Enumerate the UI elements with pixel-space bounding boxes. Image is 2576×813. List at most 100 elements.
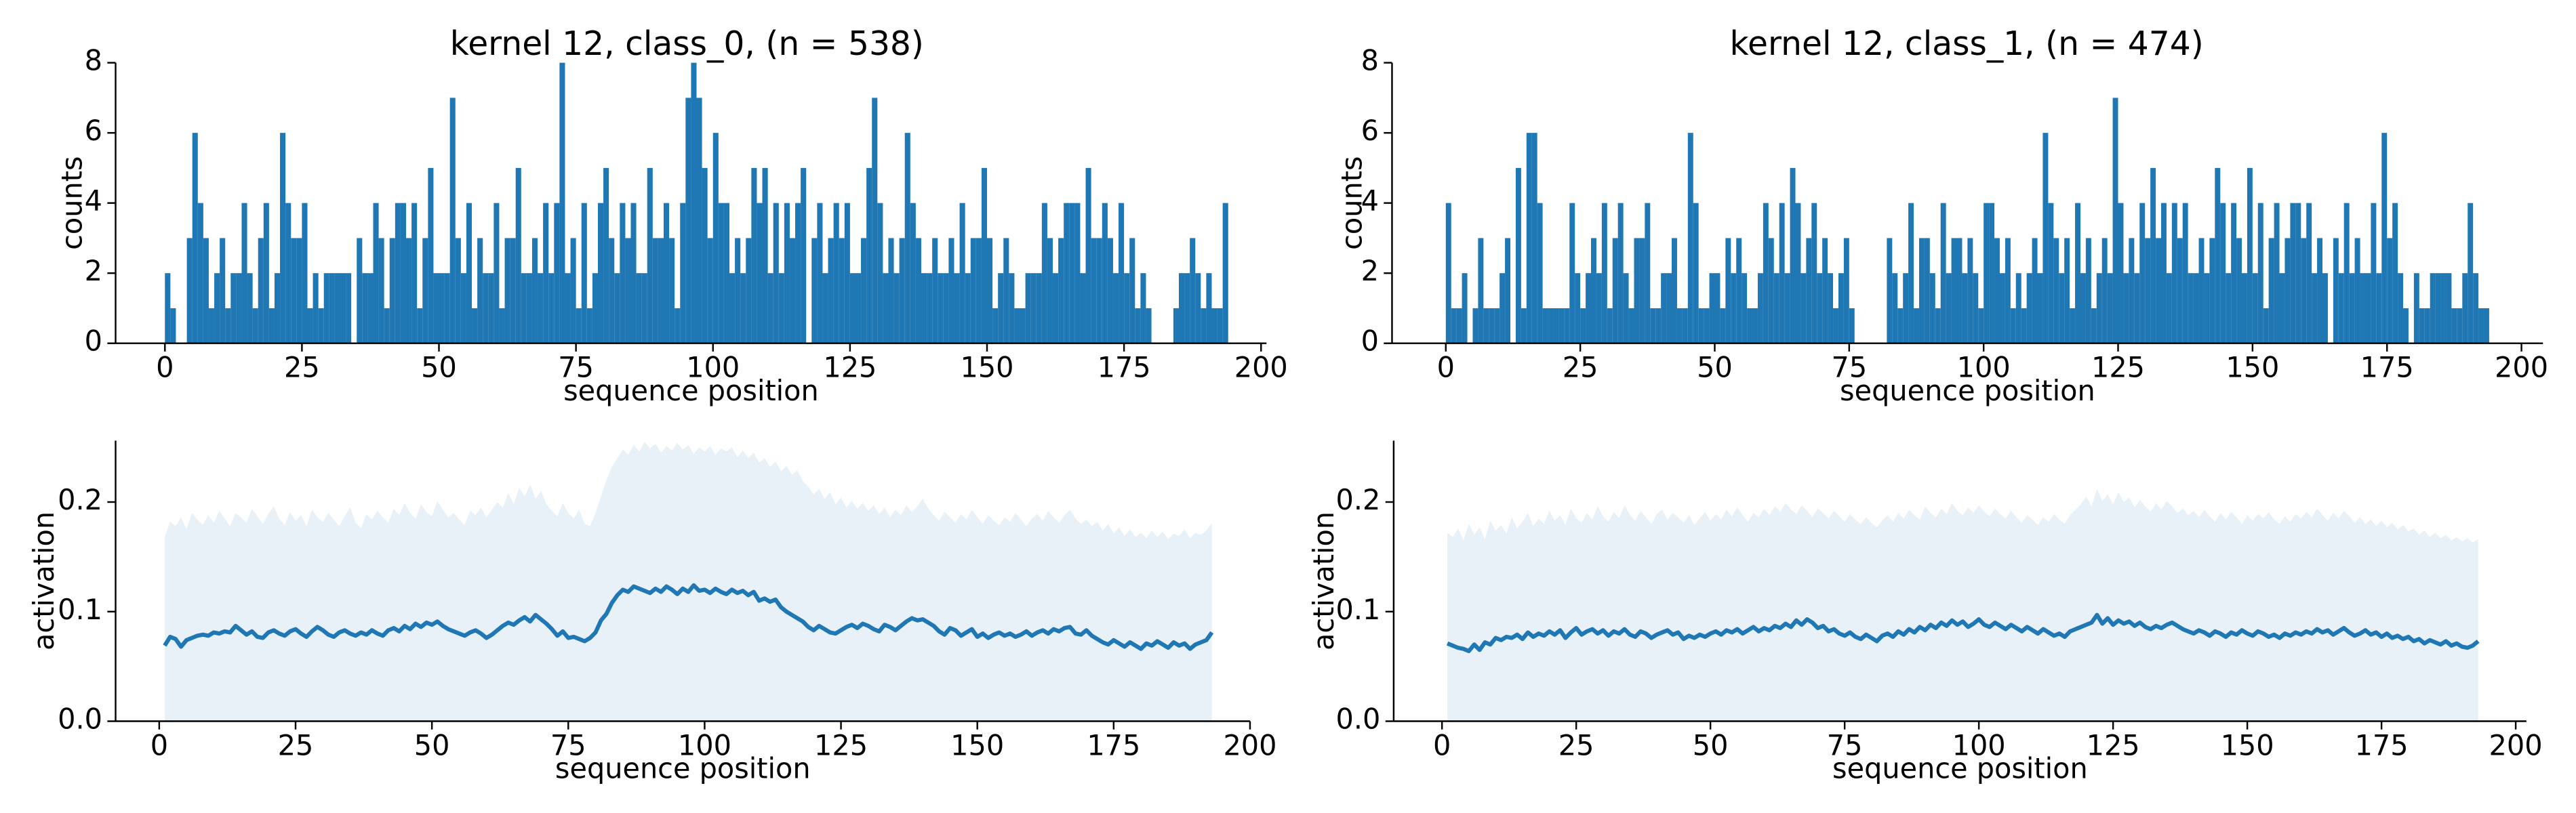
bar (2268, 238, 2274, 343)
bar (2285, 238, 2291, 343)
bar (280, 133, 286, 343)
bar (965, 273, 971, 343)
bar (1849, 308, 1855, 343)
x-tick-label: 50 (1697, 352, 1733, 384)
bar (460, 273, 466, 343)
bar (1720, 308, 1726, 343)
x-tick-label: 200 (2495, 352, 2548, 384)
y-tick-label: 2 (85, 255, 102, 287)
bar (592, 273, 598, 343)
bar (959, 203, 965, 343)
bar (2053, 238, 2059, 343)
bar (1742, 273, 1748, 343)
bar (1537, 203, 1543, 343)
x-tick-label: 100 (686, 352, 740, 384)
x-tick-label: 125 (823, 352, 877, 384)
bar (1962, 273, 1968, 343)
bar (685, 98, 691, 343)
bar (449, 98, 456, 343)
bar (1828, 273, 1834, 343)
bar (296, 238, 302, 343)
bar (669, 238, 675, 343)
bar (2085, 238, 2091, 343)
bar (499, 308, 505, 343)
bar (538, 273, 544, 343)
y-tick-label: 0.0 (58, 703, 102, 736)
bar (1489, 308, 1495, 343)
bar (1946, 273, 1952, 343)
bar (1178, 273, 1185, 343)
bar (1693, 203, 1699, 343)
bar (268, 308, 275, 343)
bar (1135, 308, 1141, 343)
bar (2387, 238, 2393, 343)
bar (307, 308, 313, 343)
bar (2209, 238, 2215, 343)
bar (2193, 273, 2199, 343)
bar (2091, 308, 2097, 343)
bar (504, 238, 510, 343)
bar (208, 308, 215, 343)
bar (1064, 203, 1070, 343)
bar (696, 98, 702, 343)
bar (186, 238, 193, 343)
bar (2005, 238, 2011, 343)
bar (1014, 308, 1020, 343)
x-tick-label: 125 (2087, 730, 2140, 762)
bar (1096, 238, 1102, 343)
bar (395, 203, 401, 343)
bar (1542, 308, 1548, 343)
y-tick-label: 4 (85, 185, 102, 217)
bar (455, 238, 461, 343)
bar (609, 238, 615, 343)
bar (494, 203, 500, 343)
bar (740, 273, 746, 343)
y-tick-label: 8 (1361, 45, 1379, 77)
bar (927, 273, 933, 343)
bar (2075, 203, 2080, 343)
bar (389, 238, 395, 343)
bar (1591, 238, 1596, 343)
x-tick-label: 25 (1558, 730, 1594, 762)
bar (915, 238, 921, 343)
bar (1080, 273, 1086, 343)
bar (2279, 273, 2285, 343)
bar (411, 203, 418, 343)
bar (1069, 203, 1075, 343)
bar (2371, 203, 2377, 343)
bar (2123, 273, 2129, 343)
bar (367, 273, 374, 343)
bar (2424, 308, 2430, 343)
bar (883, 273, 889, 343)
bar (1951, 238, 1957, 343)
y-axis-label: activation (1308, 512, 1340, 650)
bar (1564, 308, 1570, 343)
x-tick-label: 0 (1433, 730, 1451, 762)
x-tick-label: 175 (2355, 730, 2409, 762)
x-tick-label: 50 (414, 730, 450, 762)
bar (384, 308, 390, 343)
bar (970, 238, 976, 343)
y-tick-label: 0.0 (1336, 703, 1381, 736)
x-axis-label: sequence position (1840, 375, 2095, 407)
bar (1190, 238, 1196, 343)
bar (2274, 203, 2280, 343)
bar (2204, 273, 2210, 343)
bar (1206, 273, 1212, 343)
bar (2349, 273, 2355, 343)
bar (981, 167, 988, 343)
bar (2101, 238, 2108, 343)
bar (1655, 308, 1662, 343)
bar (1843, 238, 1849, 343)
bar (1184, 273, 1190, 343)
bar (241, 203, 247, 343)
x-tick-label: 200 (2489, 730, 2543, 762)
bar (658, 238, 664, 343)
y-tick-label: 6 (85, 114, 102, 147)
bar (1731, 273, 1737, 343)
bar (1472, 308, 1478, 343)
bar (1521, 308, 1527, 343)
bar (948, 238, 954, 343)
x-tick-label: 0 (150, 730, 168, 762)
bar (220, 238, 226, 343)
